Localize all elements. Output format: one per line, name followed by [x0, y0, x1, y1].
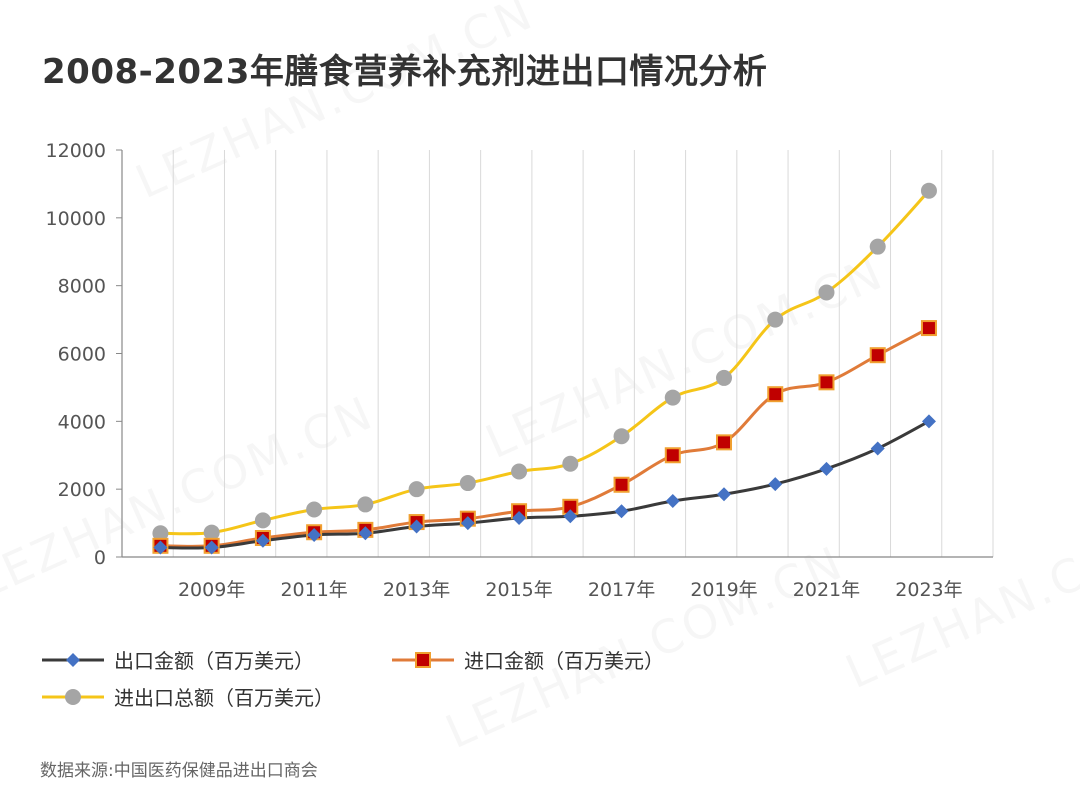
legend-item-total: 进出口总额（百万美元）	[42, 682, 334, 711]
legend-line-export-icon	[42, 652, 104, 667]
data-point-total	[920, 182, 937, 199]
data-point-total	[562, 455, 579, 472]
y-tick-label: 4000	[58, 411, 106, 433]
line-chart: 0 2000 4000 6000 8000 10000 12000 2009年 2011年 201…	[46, 140, 994, 601]
data-point-import	[767, 386, 784, 403]
data-point-total	[408, 481, 425, 498]
y-tick-label: 12000	[46, 140, 106, 162]
data-point-export	[819, 461, 834, 476]
y-tick-label: 10000	[46, 208, 106, 230]
data-point-total	[306, 501, 323, 518]
data-point-total	[664, 389, 681, 406]
x-tick-label: 2019年	[690, 579, 757, 601]
y-tick-label: 0	[94, 547, 106, 569]
series-line	[160, 189, 931, 536]
data-point-export	[870, 441, 885, 456]
legend-line-total-icon	[42, 688, 104, 705]
legend-label: 进口金额（百万美元）	[464, 649, 664, 673]
data-point-export	[717, 487, 732, 502]
x-tick-label: 2011年	[280, 579, 347, 601]
data-point-export	[665, 494, 680, 509]
data-point-export	[153, 540, 168, 555]
data-point-total	[357, 496, 374, 513]
legend-line-import-icon	[392, 651, 454, 668]
data-point-export	[358, 526, 373, 541]
x-tick-label: 2017年	[588, 579, 655, 601]
data-point-import	[716, 434, 733, 451]
data-point-total	[716, 369, 733, 386]
y-tick-label: 2000	[58, 479, 106, 501]
x-tick-label: 2009年	[178, 579, 245, 601]
data-point-import	[869, 347, 886, 364]
data-point-total	[459, 475, 476, 492]
data-point-import	[818, 374, 835, 391]
data-point-export	[563, 509, 578, 524]
data-point-total	[511, 463, 528, 480]
chart-title: 2008-2023年膳食营养补充剂进出口情况分析	[42, 52, 768, 92]
data-point-import	[920, 320, 937, 337]
legend-label: 出口金额（百万美元）	[114, 649, 314, 673]
data-point-total	[613, 428, 630, 445]
y-tick-label: 8000	[58, 276, 106, 298]
y-tick-label: 6000	[58, 344, 106, 366]
data-point-export	[307, 527, 322, 542]
data-point-total	[869, 238, 886, 255]
data-point-total	[767, 311, 784, 328]
data-point-export	[255, 533, 270, 548]
data-point-export	[921, 414, 936, 429]
data-point-export	[768, 477, 783, 492]
data-source-note: 数据来源:中国医药保健品进出口商会	[40, 761, 318, 781]
data-point-total	[818, 284, 835, 301]
data-point-export	[460, 516, 475, 531]
x-tick-label: 2021年	[793, 579, 860, 601]
data-point-total	[203, 524, 220, 541]
legend-label: 进出口总额（百万美元）	[114, 686, 334, 710]
series-line	[160, 326, 930, 548]
x-tick-label: 2015年	[485, 579, 552, 601]
x-tick-label: 2023年	[895, 579, 962, 601]
data-point-export	[614, 504, 629, 519]
data-point-export	[512, 510, 527, 525]
data-point-total	[152, 525, 169, 542]
data-point-import	[613, 476, 630, 493]
data-point-export	[204, 540, 219, 555]
data-point-export	[409, 519, 424, 534]
legend-item-import: 进口金额（百万美元）	[392, 645, 664, 674]
series-line	[160, 420, 930, 550]
x-tick-label: 2013年	[383, 579, 450, 601]
data-point-import	[664, 447, 681, 464]
legend-item-export: 出口金额（百万美元）	[42, 645, 314, 674]
data-point-total	[254, 512, 271, 529]
